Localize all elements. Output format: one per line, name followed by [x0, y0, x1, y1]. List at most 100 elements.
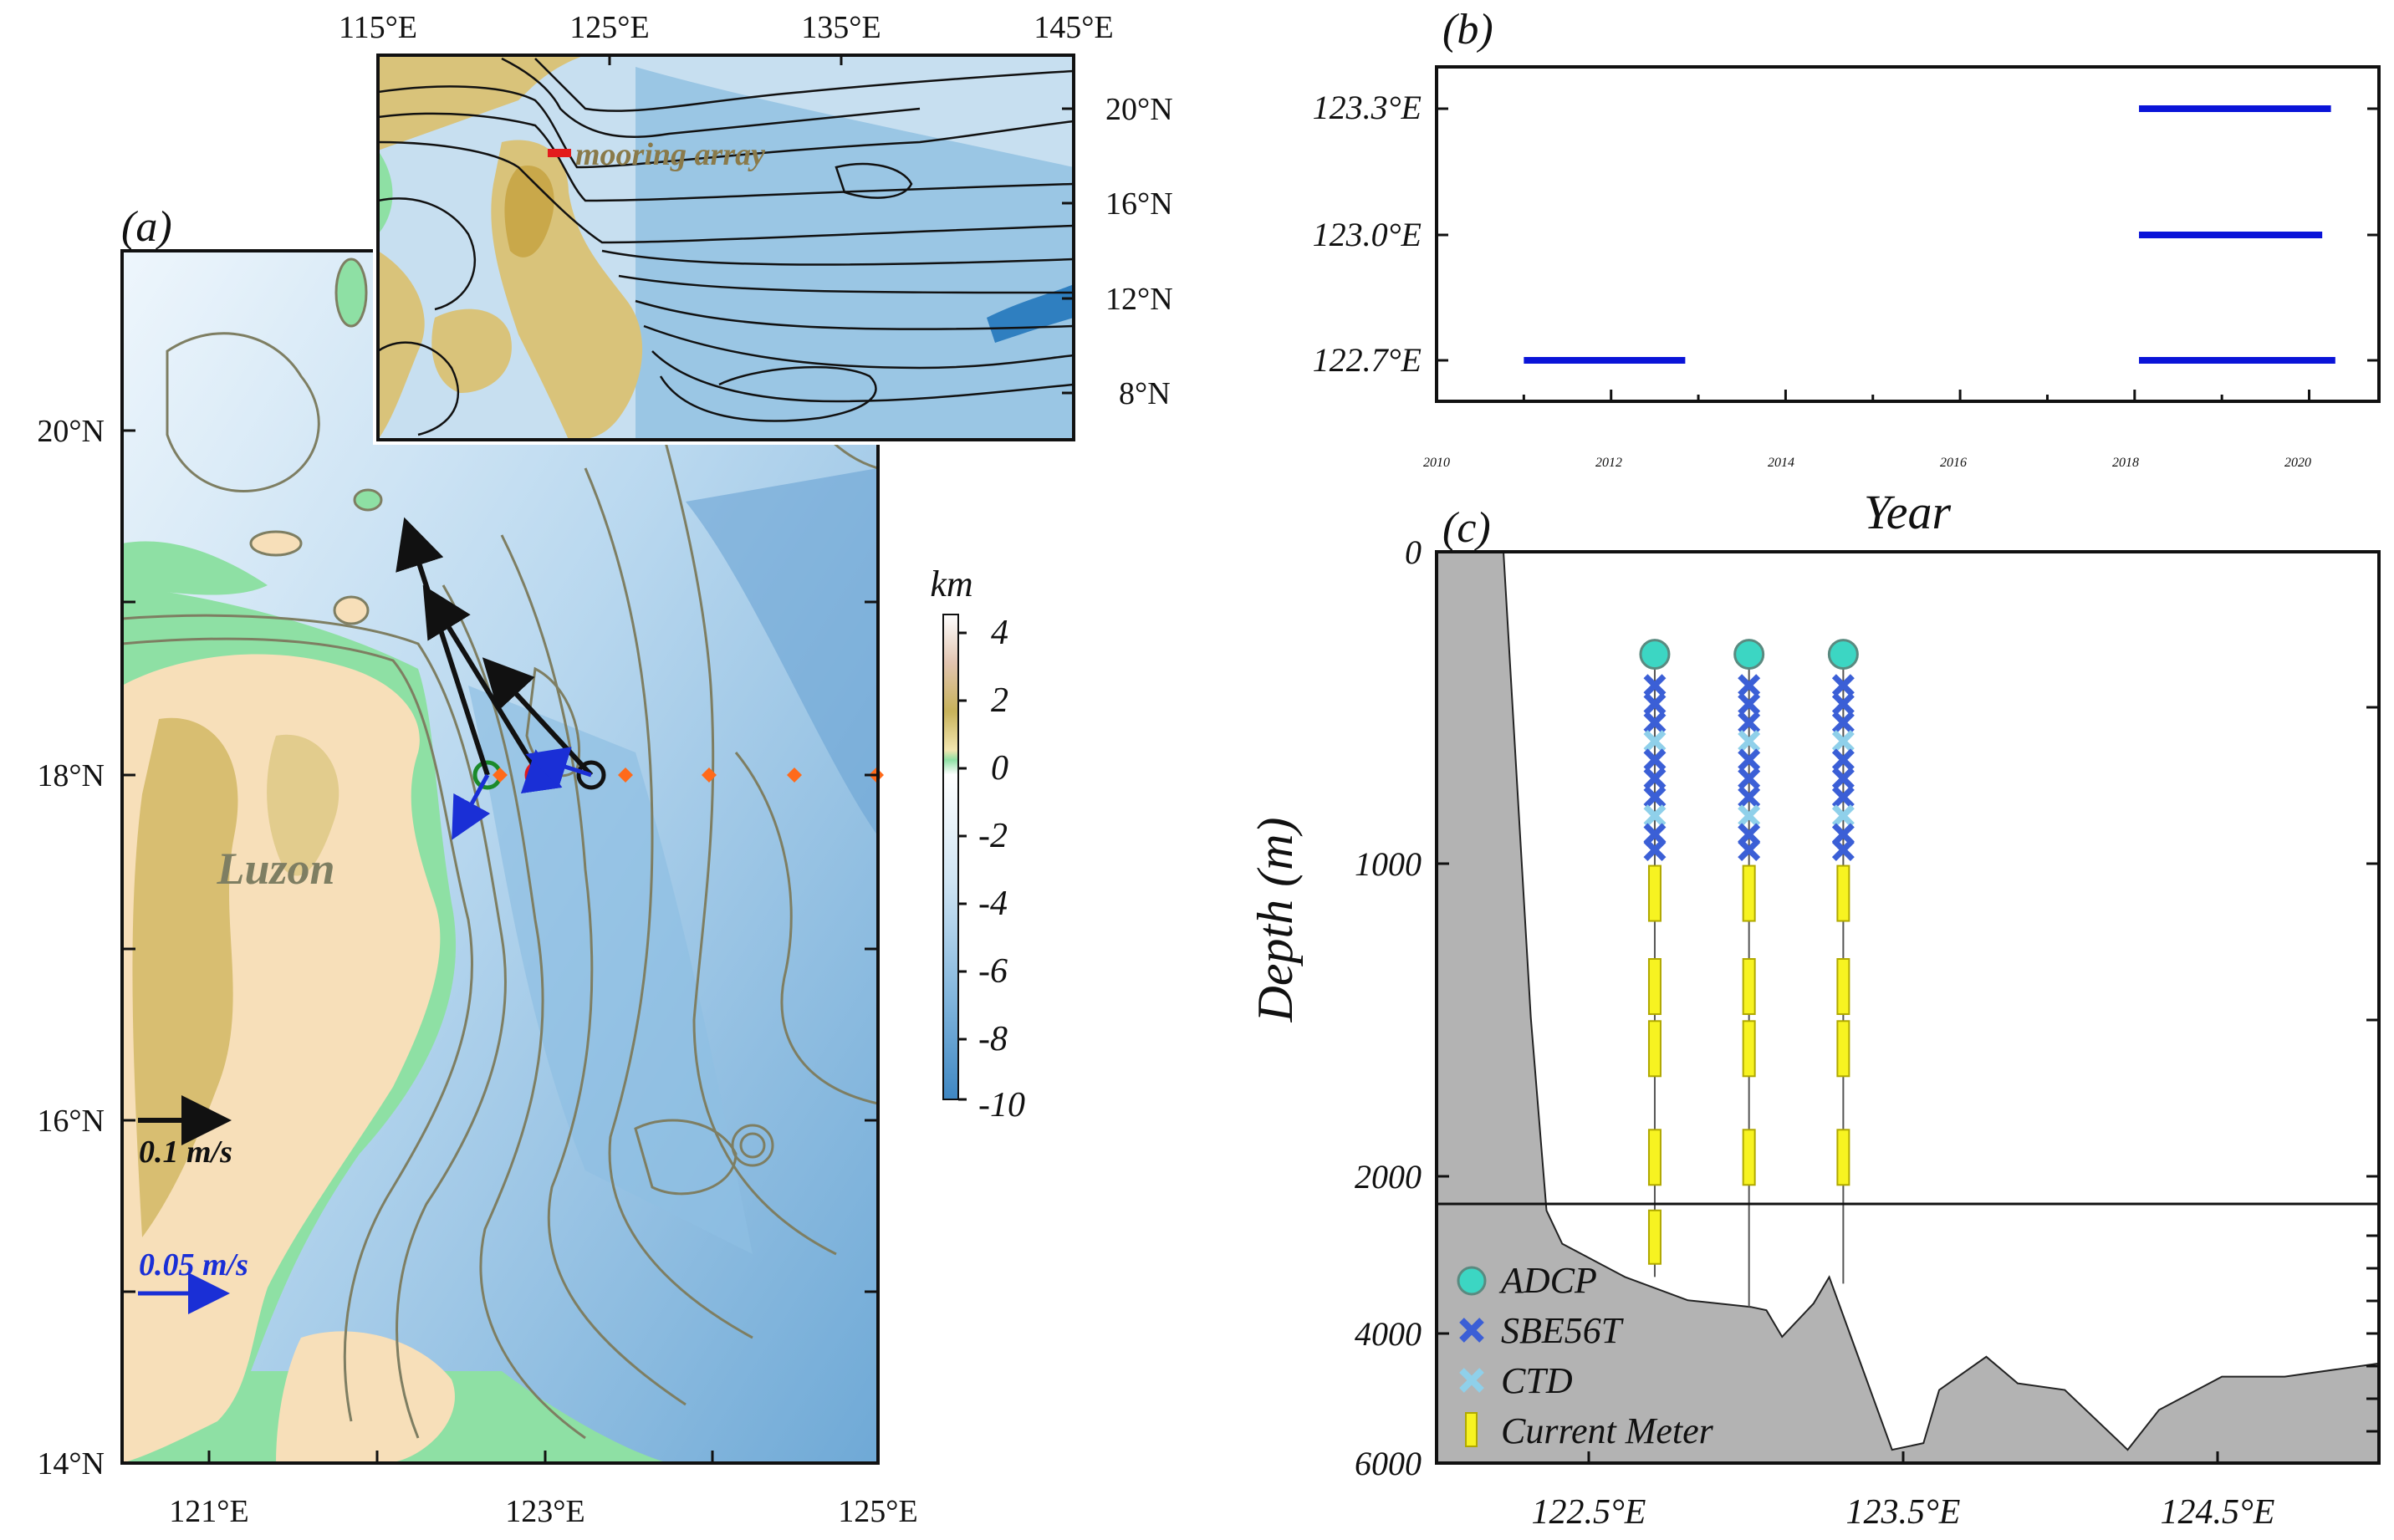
sensor-cross-1-7	[1738, 804, 1761, 828]
panel-b-chart: (b) Year 2010 2012 2014 2016 2018 2020 1…	[1313, 6, 2381, 539]
panel-a-label: (a)	[121, 203, 172, 251]
scale-label-blue: 0.05 m/s	[139, 1247, 248, 1282]
sensor-cross-0-4	[1643, 748, 1667, 772]
cb-tick-0: 4	[991, 614, 1008, 652]
inset-ytick-2: 12°N	[1105, 282, 1173, 317]
b-xtick-2: 2014	[1768, 456, 1794, 470]
a-xtick-2: 125°E	[838, 1494, 917, 1529]
sensor-cross-1-1	[1738, 692, 1761, 716]
panel-a-map: Luzon 0.1 m/s 0.05 m/s	[37, 203, 917, 1529]
a-ytick-1: 16°N	[37, 1104, 105, 1139]
b-ytick-0: 123.3°E	[1313, 89, 1422, 126]
c-xtick-1: 123.5°E	[1846, 1493, 1961, 1532]
sensor-cross-0-9	[1643, 839, 1667, 862]
cb-tick-4: -4	[978, 885, 1008, 923]
sensor-cross-0-1	[1643, 692, 1667, 716]
panel-c-chart: (c) 0 1000 2000 4000 6000 122.5°E 123.5°…	[1248, 504, 2381, 1532]
sensor-cross-0-0	[1643, 674, 1667, 697]
bathymetry-profile	[1436, 551, 2380, 1464]
sensor-cross-2-0	[1831, 674, 1855, 697]
cb-tick-1: 2	[991, 681, 1008, 720]
legend-meter: Current Meter	[1501, 1410, 1714, 1451]
sensor-cross-2-2	[1831, 711, 1855, 734]
legend-sbe-marker	[1459, 1318, 1484, 1343]
bathymetry-contours	[122, 317, 878, 1440]
a-ytick-0: 14°N	[37, 1446, 105, 1481]
b-xtick-3: 2016	[1940, 456, 1967, 470]
adcp-marker-1	[1733, 639, 1765, 671]
c-ytick-4: 6000	[1355, 1445, 1422, 1482]
scale-label-black: 0.1 m/s	[139, 1135, 232, 1170]
cb-tick-2: 0	[991, 749, 1008, 788]
b-xtick-5: 2020	[2284, 456, 2311, 470]
cb-tick-5: -6	[978, 952, 1008, 991]
current-meter-2-1	[1836, 958, 1850, 1015]
panel-c-legend: ADCP SBE56T CTD Current Meter	[1457, 1260, 1714, 1451]
sensor-cross-0-2	[1643, 711, 1667, 734]
station-diamonds	[493, 767, 884, 783]
sensor-cross-2-3	[1831, 730, 1855, 753]
c-ytick-0: 0	[1405, 533, 1422, 571]
blue-vectors	[452, 747, 592, 840]
panel-b-bars	[1524, 105, 2335, 364]
c-ytick-3: 4000	[1355, 1315, 1422, 1353]
sensor-cross-0-5	[1643, 767, 1667, 790]
b-xtick-4: 2018	[2112, 456, 2139, 470]
cb-tick-6: -8	[978, 1020, 1008, 1058]
inset-ytick-3: 8°N	[1119, 376, 1171, 411]
sensor-cross-1-0	[1738, 674, 1761, 697]
legend-ctd: CTD	[1501, 1360, 1573, 1401]
a-ytick-2: 18°N	[37, 758, 105, 793]
sensor-cross-2-1	[1831, 692, 1855, 716]
sensor-cross-2-7	[1831, 804, 1855, 828]
c-ylabel: Depth (m)	[1248, 818, 1303, 1023]
mooring-east-circle	[576, 760, 606, 790]
inset-ytick-1: 16°N	[1105, 186, 1173, 222]
a-ytick-3: 20°N	[37, 414, 105, 449]
sensor-cross-1-5	[1738, 767, 1761, 790]
inset-streamlines	[378, 57, 1074, 436]
colorbar-title: km	[930, 563, 972, 604]
inset-ytick-0: 20°N	[1105, 92, 1173, 127]
b-ytick-2: 122.7°E	[1313, 341, 1422, 379]
current-meter-1-0	[1742, 864, 1756, 922]
sensor-cross-1-2	[1738, 711, 1761, 734]
current-meter-0-2	[1647, 1020, 1662, 1078]
panel-b-xlabel: Year	[1864, 485, 1952, 539]
sensor-cross-2-6	[1831, 785, 1855, 808]
luzon-label: Luzon	[216, 844, 334, 894]
cb-tick-3: -2	[978, 817, 1008, 855]
panel-c-ticks	[1437, 550, 2379, 1465]
panel-b-ticks	[1435, 107, 2379, 401]
inset-map: mooring array 115°E 125°E 135°E 145°E 20…	[339, 10, 1173, 445]
inset-xtick-3: 145°E	[1034, 10, 1113, 45]
legend-adcp: ADCP	[1498, 1260, 1597, 1301]
b-xtick-0: 2010	[1423, 456, 1450, 470]
current-meter-1-1	[1742, 958, 1756, 1015]
inset-mooring-label: mooring array	[575, 137, 765, 172]
inset-mooring-marker	[548, 149, 571, 157]
sensor-cross-2-5	[1831, 767, 1855, 790]
mooring-diagram	[1639, 639, 1859, 1308]
c-ytick-2: 2000	[1355, 1158, 1422, 1196]
legend-sbe: SBE56T	[1501, 1310, 1625, 1351]
current-meter-2-2	[1836, 1020, 1850, 1078]
current-meter-0-1	[1647, 958, 1662, 1015]
sensor-cross-0-7	[1643, 804, 1667, 828]
legend-ctd-marker	[1459, 1368, 1484, 1393]
current-meter-2-0	[1836, 864, 1850, 922]
current-meter-0-0	[1647, 864, 1662, 922]
adcp-marker-0	[1639, 639, 1671, 671]
a-xtick-0: 121°E	[169, 1494, 248, 1529]
inset-frame	[376, 54, 1075, 441]
c-xtick-2: 124.5°E	[2161, 1493, 2275, 1532]
inset-xtick-1: 125°E	[569, 10, 649, 45]
current-meter-2-3	[1836, 1129, 1850, 1186]
adcp-marker-2	[1827, 639, 1859, 671]
inset-xtick-2: 135°E	[801, 10, 881, 45]
sensor-cross-0-3	[1643, 730, 1667, 753]
current-meter-1-2	[1742, 1020, 1756, 1078]
sensor-cross-1-6	[1738, 785, 1761, 808]
current-meter-0-deep	[1647, 1209, 1662, 1265]
